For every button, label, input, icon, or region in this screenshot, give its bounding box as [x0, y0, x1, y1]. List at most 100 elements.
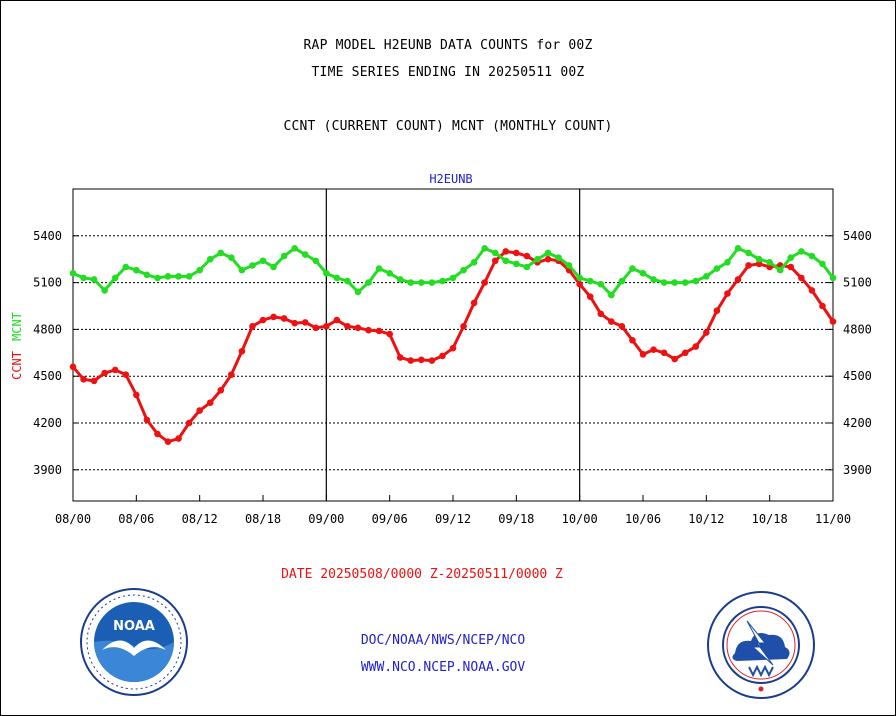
data-point-mcnt: [534, 255, 541, 263]
data-point-ccnt: [734, 276, 742, 283]
data-point-ccnt: [323, 322, 330, 330]
data-point-ccnt: [164, 438, 172, 446]
data-point-ccnt: [418, 356, 425, 364]
data-point-ccnt: [502, 248, 510, 255]
series-layer: [69, 244, 837, 446]
x-tick-label: 08/00: [55, 512, 91, 526]
data-point-mcnt: [713, 265, 721, 272]
ylabel-ccnt: CCNT: [10, 351, 24, 380]
data-point-mcnt: [787, 254, 795, 261]
y-axis-title: CCNT MCNT: [10, 312, 24, 380]
plot-title: H2EUNB: [429, 172, 472, 186]
data-point-mcnt: [819, 260, 826, 268]
ylabel-mcnt: MCNT: [10, 312, 24, 341]
data-point-mcnt: [69, 269, 77, 277]
data-point-ccnt: [396, 354, 404, 361]
data-point-ccnt: [513, 249, 520, 257]
grid-layer: [72, 189, 834, 501]
data-point-ccnt: [238, 347, 246, 355]
data-point-ccnt: [681, 349, 689, 357]
data-point-ccnt: [122, 371, 130, 378]
data-point-mcnt: [386, 269, 393, 277]
data-point-ccnt: [344, 322, 351, 330]
y-tick-label-right: 5100: [843, 276, 872, 290]
data-point-mcnt: [703, 273, 710, 280]
data-point-ccnt: [597, 310, 605, 318]
data-point-ccnt: [333, 316, 341, 324]
series-mcnt: [69, 244, 837, 299]
y-tick-label-left: 5100: [33, 276, 62, 290]
x-tick-label: 09/06: [372, 512, 408, 526]
data-point-ccnt: [375, 327, 383, 335]
data-point-ccnt: [629, 337, 636, 344]
data-point-ccnt: [808, 287, 816, 294]
series-line-mcnt: [72, 246, 835, 297]
data-point-ccnt: [69, 363, 77, 371]
data-point-ccnt: [470, 299, 478, 307]
data-point-ccnt: [639, 351, 647, 358]
data-point-mcnt: [354, 288, 362, 296]
data-point-ccnt: [703, 329, 710, 336]
data-point-mcnt: [608, 291, 615, 299]
data-point-mcnt: [270, 263, 277, 271]
data-point-ccnt: [386, 330, 393, 338]
data-point-mcnt: [375, 265, 383, 272]
data-point-ccnt: [301, 319, 309, 326]
data-point-ccnt: [829, 318, 837, 325]
data-point-ccnt: [523, 252, 531, 260]
footer-link-doc[interactable]: DOC/NOAA/NWS/NCEP/NCO: [360, 633, 526, 648]
data-point-mcnt: [333, 274, 341, 282]
x-tick-label: 09/18: [498, 512, 534, 526]
data-point-mcnt: [523, 263, 531, 271]
data-point-ccnt: [755, 260, 763, 268]
data-point-mcnt: [143, 271, 151, 279]
data-point-mcnt: [418, 279, 425, 286]
data-point-ccnt: [460, 322, 467, 330]
data-point-mcnt: [724, 259, 731, 266]
chart-subtitle: CCNT (CURRENT COUNT) MCNT (MONTHLY COUNT…: [283, 119, 613, 134]
x-tick-layer: 08/00 08/06 08/12 08/18 09/00 09/06 09/12 09/18…: [55, 512, 851, 526]
x-tick-label: 10/00: [562, 512, 598, 526]
data-point-ccnt: [270, 313, 277, 321]
y-tick-layer: 3900 3900 4200 4200 4500 4500 4800 4800 5100 5100…: [33, 229, 872, 477]
data-point-ccnt: [439, 352, 446, 360]
data-point-ccnt: [650, 346, 657, 353]
data-point-mcnt: [586, 277, 594, 285]
data-point-mcnt: [175, 273, 182, 280]
data-point-mcnt: [291, 244, 298, 252]
data-point-mcnt: [650, 276, 657, 283]
data-point-ccnt: [143, 416, 151, 424]
data-point-mcnt: [692, 277, 700, 285]
data-point-mcnt: [597, 280, 605, 288]
data-point-ccnt: [491, 257, 499, 265]
data-point-mcnt: [481, 244, 488, 252]
footer-link-www[interactable]: WWW.NCO.NCEP.NOAA.GOV: [360, 660, 526, 675]
data-point-mcnt: [312, 257, 320, 265]
data-point-mcnt: [101, 287, 108, 294]
plot-area-border: [72, 188, 834, 502]
data-point-ccnt: [692, 343, 700, 350]
data-point-ccnt: [608, 318, 615, 325]
data-point-mcnt: [681, 279, 689, 286]
data-point-ccnt: [428, 357, 436, 364]
data-point-mcnt: [259, 257, 267, 265]
data-point-ccnt: [249, 322, 256, 330]
nws-logo-icon: [707, 591, 815, 699]
data-point-ccnt: [449, 344, 457, 352]
data-point-mcnt: [301, 251, 309, 258]
data-point-ccnt: [407, 357, 415, 364]
data-point-ccnt: [291, 319, 298, 327]
data-point-mcnt: [228, 254, 235, 261]
x-tick-label: 08/06: [118, 512, 154, 526]
data-point-mcnt: [745, 249, 752, 257]
data-point-ccnt: [217, 386, 225, 394]
data-point-ccnt: [90, 377, 98, 385]
data-point-mcnt: [238, 266, 246, 274]
noaa-logo-icon: NOAA: [80, 588, 188, 696]
x-axis-date-range: DATE 20250508/0000 Z-20250511/0000 Z: [281, 567, 563, 582]
y-tick-label-right: 4800: [843, 322, 872, 336]
y-tick-label-right: 5400: [843, 229, 872, 243]
y-tick-label-left: 4800: [33, 322, 62, 336]
data-point-ccnt: [481, 279, 488, 286]
data-point-ccnt: [111, 366, 119, 374]
